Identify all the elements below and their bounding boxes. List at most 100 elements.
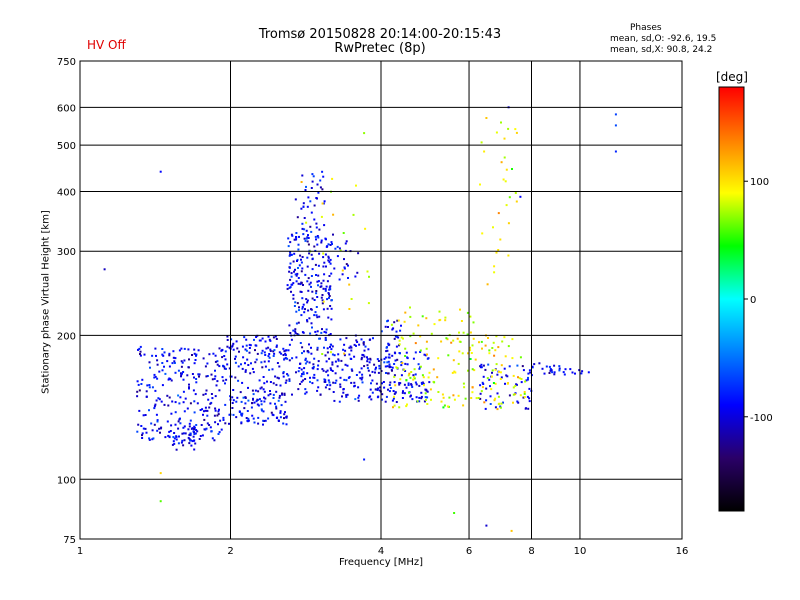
o-mode-data-point: [224, 403, 227, 406]
o-mode-data-point: [309, 200, 312, 203]
o-mode-data-point: [381, 393, 384, 396]
o-mode-data-point: [214, 360, 217, 363]
o-mode-data-point: [250, 406, 253, 409]
o-mode-data-point: [260, 352, 263, 355]
x-mode-data-point: [514, 128, 517, 131]
o-mode-data-point: [199, 409, 202, 411]
o-mode-data-point: [355, 374, 358, 376]
x-mode-data-point: [484, 344, 487, 347]
x-mode-data-point: [341, 269, 344, 272]
o-mode-data-point: [246, 358, 249, 361]
o-mode-data-point: [294, 268, 296, 271]
o-mode-data-point: [209, 402, 212, 405]
x-mode-data-point: [430, 398, 432, 401]
o-mode-data-point: [331, 363, 334, 366]
o-mode-data-point: [213, 439, 216, 442]
o-mode-data-point: [137, 348, 139, 351]
x-mode-data-point: [453, 398, 456, 401]
o-mode-data-point: [170, 412, 173, 415]
x-mode-data-point: [512, 401, 514, 404]
x-mode-data-point: [461, 352, 464, 355]
o-mode-data-point: [144, 414, 147, 416]
o-mode-data-point: [395, 330, 398, 333]
o-mode-data-point: [297, 370, 300, 373]
o-mode-data-point: [136, 395, 139, 398]
o-mode-data-point: [243, 336, 246, 339]
o-mode-data-point: [305, 229, 308, 232]
x-mode-data-point: [419, 335, 422, 338]
o-mode-data-point: [344, 242, 347, 245]
o-mode-data-point: [350, 358, 353, 360]
x-mode-data-point: [447, 354, 450, 357]
o-mode-data-point: [322, 279, 325, 282]
o-mode-data-point: [290, 290, 292, 293]
x-mode-data-point: [462, 382, 465, 385]
o-mode-data-point: [297, 277, 300, 279]
o-mode-data-point: [255, 400, 258, 403]
x-mode-data-point: [427, 376, 430, 379]
o-mode-data-point: [279, 411, 282, 414]
o-mode-data-point: [311, 367, 314, 370]
y-tick-label: 400: [57, 187, 76, 198]
o-mode-data-point: [275, 390, 278, 393]
x-mode-data-point: [445, 337, 448, 340]
x-mode-data-point: [332, 213, 335, 216]
o-mode-data-point: [264, 397, 267, 400]
o-mode-data-point: [154, 403, 157, 406]
o-mode-data-point: [180, 365, 183, 368]
o-mode-data-point: [298, 264, 301, 267]
o-mode-data-point: [394, 391, 397, 394]
o-mode-data-point: [324, 379, 327, 382]
x-mode-data-point: [507, 345, 510, 348]
o-mode-data-point: [322, 265, 325, 268]
o-mode-data-point: [156, 419, 159, 422]
x-mode-data-point: [497, 212, 500, 215]
o-mode-data-point: [180, 347, 183, 350]
o-mode-data-point: [339, 338, 342, 341]
o-mode-data-point: [293, 252, 296, 255]
o-mode-data-point: [198, 438, 201, 440]
o-mode-data-point: [262, 376, 265, 378]
o-mode-data-point: [170, 424, 173, 427]
o-mode-data-point: [161, 353, 164, 356]
o-mode-data-point: [234, 376, 237, 379]
o-mode-data-point: [292, 294, 295, 297]
x-mode-data-point: [469, 346, 471, 349]
o-mode-data-point: [313, 376, 316, 379]
o-mode-data-point: [308, 252, 311, 255]
o-mode-data-point: [363, 355, 366, 358]
o-mode-data-point: [224, 367, 227, 370]
o-mode-data-point: [180, 441, 183, 444]
o-mode-data-point: [306, 301, 309, 304]
x-mode-data-point: [457, 394, 460, 397]
o-mode-data-point: [202, 357, 205, 360]
o-mode-data-point: [384, 400, 387, 403]
x-mode-data-point: [403, 320, 406, 323]
o-mode-data-point: [485, 524, 488, 527]
o-mode-data-point: [206, 362, 209, 365]
o-mode-data-point: [310, 308, 313, 311]
o-mode-data-point: [341, 368, 344, 371]
x-mode-data-point: [471, 386, 474, 389]
o-mode-data-point: [226, 335, 229, 338]
x-mode-data-point: [497, 346, 500, 349]
o-mode-data-point: [275, 344, 278, 347]
x-mode-data-point: [466, 333, 469, 336]
o-mode-data-point: [368, 361, 371, 364]
o-mode-data-point: [302, 205, 305, 208]
o-mode-data-point: [304, 189, 307, 191]
o-mode-data-point: [288, 270, 291, 273]
o-mode-data-point: [326, 351, 329, 354]
o-mode-data-point: [184, 432, 187, 435]
o-mode-data-point: [276, 362, 279, 364]
o-mode-data-point: [315, 290, 318, 292]
o-mode-data-point: [496, 373, 499, 376]
x-mode-data-point: [471, 391, 474, 394]
o-mode-data-point: [193, 433, 196, 435]
o-mode-data-point: [400, 324, 402, 327]
o-mode-data-point: [526, 378, 529, 381]
colorbar-tick-layer: 100 0 -100: [744, 177, 773, 424]
o-mode-data-point: [216, 363, 219, 366]
o-mode-data-point: [527, 376, 529, 379]
o-mode-data-point: [188, 383, 190, 386]
